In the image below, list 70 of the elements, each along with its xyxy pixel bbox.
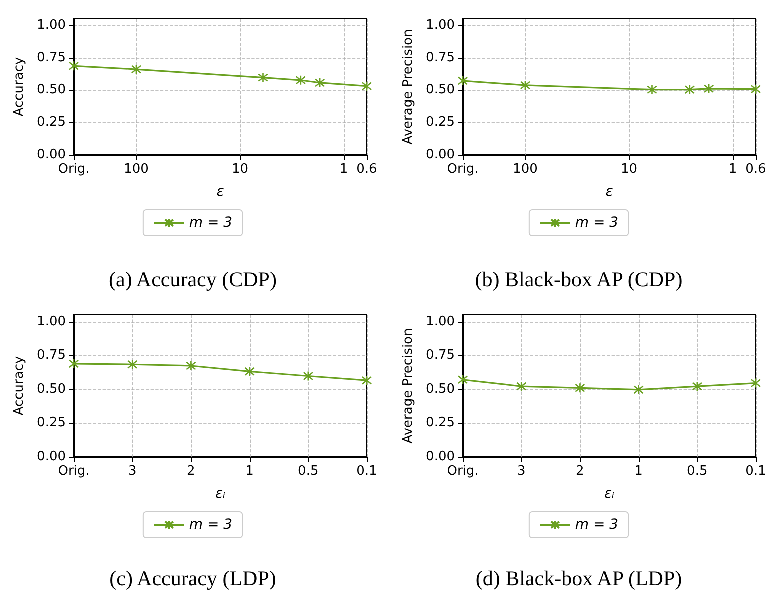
x-tick-label: 0.6 — [356, 162, 378, 177]
y-tick-label: 0.75 — [37, 348, 66, 364]
y-tick-label: 1.00 — [37, 314, 66, 330]
y-axis-title: Accuracy — [12, 356, 28, 416]
y-tick-label: 0.75 — [426, 348, 455, 364]
x-axis-title: εᵢ — [604, 486, 616, 502]
y-tick-label: 0.25 — [37, 416, 66, 431]
y-tick-label: 0.50 — [426, 382, 455, 397]
x-tick-label: Orig. — [447, 162, 479, 177]
x-tick-label: 0.6 — [746, 162, 766, 177]
x-tick-label: 1 — [340, 162, 348, 177]
x-tick-label: 1 — [634, 464, 643, 479]
point — [127, 359, 138, 370]
y-tick-label: 0.50 — [37, 82, 66, 98]
y-tick-label: 1.00 — [426, 18, 455, 33]
text: (a) Accuracy (CDP) — [109, 268, 277, 292]
legend-label: m = 3 — [575, 517, 619, 533]
x-axis-title: ε — [216, 184, 225, 200]
y-tick-label: 0.00 — [426, 148, 455, 162]
y-tick-label: 1.00 — [37, 18, 66, 33]
point — [303, 371, 314, 382]
point — [516, 381, 527, 392]
x-tick-label: Orig. — [447, 464, 479, 479]
point — [750, 378, 762, 388]
y-tick-label: 0.50 — [37, 382, 66, 397]
y-tick-label: 0.75 — [37, 50, 66, 66]
legend-label: m = 3 — [189, 517, 233, 533]
y-tick-label: 0.25 — [426, 416, 455, 431]
y-axis-title: Accuracy — [12, 57, 28, 117]
point — [692, 381, 703, 392]
point — [68, 358, 80, 370]
x-tick-label: 10 — [620, 162, 638, 177]
x-tick-label: 2 — [187, 464, 196, 479]
point — [458, 374, 468, 386]
x-tick-label: 0.1 — [356, 464, 378, 479]
x-tick-label: 100 — [124, 162, 149, 177]
point — [362, 375, 372, 386]
y-tick-label: 0.75 — [426, 50, 455, 66]
text: (b) Black-box AP (CDP) — [475, 268, 683, 292]
x-tick-label: 100 — [513, 162, 538, 177]
legend-label: m = 3 — [189, 215, 233, 231]
x-tick-label: Orig. — [58, 464, 90, 479]
y-axis-title: Average Precision — [401, 328, 416, 444]
x-tick-label: Orig. — [58, 162, 90, 177]
text: (d) Black-box AP (LDP) — [476, 566, 682, 590]
point — [186, 360, 196, 372]
text: (c) Accuracy (LDP) — [110, 566, 276, 590]
x-tick-label: 3 — [517, 464, 526, 479]
x-axis-title: εᵢ — [215, 486, 226, 502]
point — [634, 384, 644, 396]
y-tick-label: 0.00 — [426, 450, 455, 464]
y-tick-label: 0.00 — [37, 450, 66, 464]
point — [575, 383, 586, 394]
y-tick-label: 0.25 — [37, 115, 66, 130]
y-tick-label: 1.00 — [426, 314, 455, 330]
y-tick-label: 0.25 — [426, 115, 455, 130]
x-tick-label: 0.1 — [746, 464, 766, 479]
x-tick-label: 1 — [728, 162, 738, 177]
x-tick-label: 0.5 — [687, 464, 708, 479]
x-tick-label: 2 — [576, 464, 584, 479]
y-tick-label: 0.00 — [37, 148, 66, 162]
x-tick-label: 10 — [232, 162, 248, 177]
x-tick-label: 3 — [128, 464, 137, 479]
point — [244, 366, 255, 377]
x-tick-label: 0.5 — [298, 464, 319, 479]
y-tick-label: 0.50 — [426, 82, 455, 98]
legend-label: m = 3 — [575, 215, 619, 231]
y-axis-title: Average Precision — [401, 29, 416, 145]
x-tick-label: 1 — [246, 464, 254, 479]
x-axis-title: ε — [606, 184, 614, 200]
